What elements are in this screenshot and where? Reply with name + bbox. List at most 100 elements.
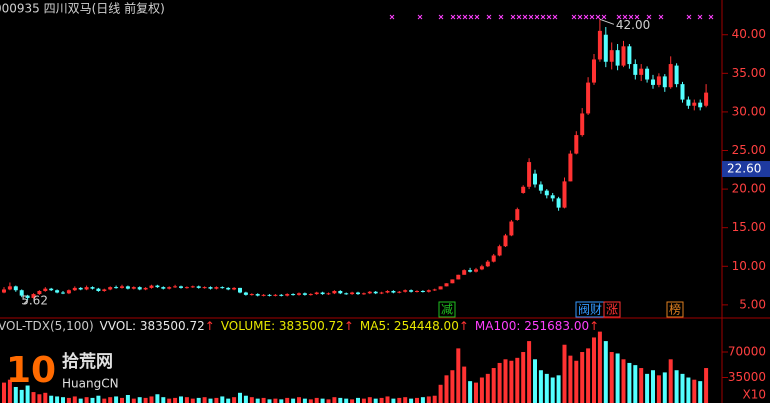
volume-bar xyxy=(692,379,697,403)
volume-bar xyxy=(538,370,543,403)
volume-bar xyxy=(37,394,42,403)
volume-bar xyxy=(131,398,136,403)
volume-bar xyxy=(350,399,355,403)
volume-bar xyxy=(479,377,484,403)
volume-bar xyxy=(361,398,366,403)
candle-body xyxy=(149,285,154,288)
candle-body xyxy=(291,294,296,296)
signal-cross xyxy=(577,14,583,20)
candle-body xyxy=(72,287,77,291)
header-item: VOLUME: 383500.72 xyxy=(221,319,344,333)
header-arrow: ↑ xyxy=(344,319,354,333)
price-marker-label: 22.60 xyxy=(727,162,761,176)
candle-body xyxy=(314,292,319,295)
candle-body xyxy=(556,198,561,208)
candle-body xyxy=(267,294,272,296)
volume-header: VOL-TDX(5,100) VVOL: 383500.72↑ VOLUME: 38… xyxy=(0,319,599,333)
volume-bar xyxy=(391,398,396,403)
candle-body xyxy=(586,82,591,114)
volume-bar xyxy=(314,397,319,403)
candle-body xyxy=(43,288,48,291)
volume-bar xyxy=(84,397,89,403)
volume-bar xyxy=(249,397,254,403)
volume-bar xyxy=(533,359,537,403)
signal-badge xyxy=(666,301,684,318)
candle-body xyxy=(456,274,461,280)
volume-bar xyxy=(25,385,30,403)
volume-bar xyxy=(379,397,384,403)
candle-body xyxy=(627,46,632,65)
signal-cross xyxy=(450,14,456,20)
signal-label: 榜 xyxy=(669,302,681,317)
candle-body xyxy=(698,102,703,108)
signal-cross xyxy=(510,14,516,20)
signal-cross xyxy=(540,14,546,20)
y-tick-label: 5.00 xyxy=(739,297,766,311)
volume-bar xyxy=(385,396,390,403)
volume-bar xyxy=(491,368,496,403)
volume-bar xyxy=(273,398,278,403)
volume-bar xyxy=(509,360,514,403)
volume-bar xyxy=(550,377,555,403)
y-tick-label: 40.00 xyxy=(732,27,766,41)
header-item: MA100: 251683.00 xyxy=(475,319,589,333)
signal-cross xyxy=(601,14,607,20)
signal-cross xyxy=(417,14,423,20)
header-item: MA5: 254448.00 xyxy=(360,319,459,333)
candle-body xyxy=(438,286,443,290)
volume-bar xyxy=(114,396,119,403)
volume-bar xyxy=(592,337,596,403)
candle-body xyxy=(137,287,142,290)
volume-bar xyxy=(580,352,585,403)
volume-bar xyxy=(326,399,331,403)
candle-body xyxy=(255,294,260,296)
candle-body xyxy=(509,221,514,236)
volume-bar xyxy=(497,362,502,403)
volume-bar xyxy=(2,382,6,403)
header-arrow: ↑ xyxy=(459,319,469,333)
signal-cross xyxy=(546,14,552,20)
candle-body xyxy=(173,286,178,288)
volume-bar xyxy=(597,331,602,403)
candle-body xyxy=(114,287,119,289)
candle-body xyxy=(226,287,231,290)
candle-body xyxy=(562,181,567,208)
volume-bar xyxy=(161,397,166,403)
candle-body xyxy=(273,294,278,296)
candle-body xyxy=(220,287,225,289)
candle-body xyxy=(285,294,290,296)
volume-bar xyxy=(13,386,18,403)
candle-body xyxy=(49,288,54,291)
y-tick-label: 15.00 xyxy=(732,220,766,234)
candle-body xyxy=(78,287,83,290)
signal-label: 减 xyxy=(441,303,453,317)
signal-cross xyxy=(474,14,480,20)
signal-cross xyxy=(552,14,558,20)
candle-body xyxy=(143,287,148,290)
candle-body xyxy=(202,287,207,289)
candle-body xyxy=(409,290,414,292)
candle-body xyxy=(397,291,402,293)
candle-body xyxy=(243,292,248,295)
volume-bar xyxy=(78,398,83,403)
watermark-name: 拾荒网 xyxy=(62,351,113,372)
volume-bar xyxy=(656,375,661,403)
volume-bar xyxy=(521,352,526,403)
signal-cross xyxy=(708,14,714,20)
signal-badge xyxy=(603,301,621,318)
signal-cross xyxy=(616,14,622,20)
candle-body xyxy=(651,79,655,85)
candle-body xyxy=(179,286,183,288)
volume-bar xyxy=(403,397,408,403)
candle-body xyxy=(108,287,113,290)
volume-bar xyxy=(468,381,473,403)
volume-bar xyxy=(308,399,313,403)
y-tick-label: 30.00 xyxy=(732,104,766,118)
candle-body xyxy=(2,289,6,293)
volume-bar xyxy=(125,394,130,403)
candle-body xyxy=(432,289,437,291)
signal-cross xyxy=(498,14,504,20)
signal-cross xyxy=(571,14,577,20)
watermark-site: HuangCN xyxy=(62,377,119,391)
high-pointer xyxy=(599,18,615,25)
